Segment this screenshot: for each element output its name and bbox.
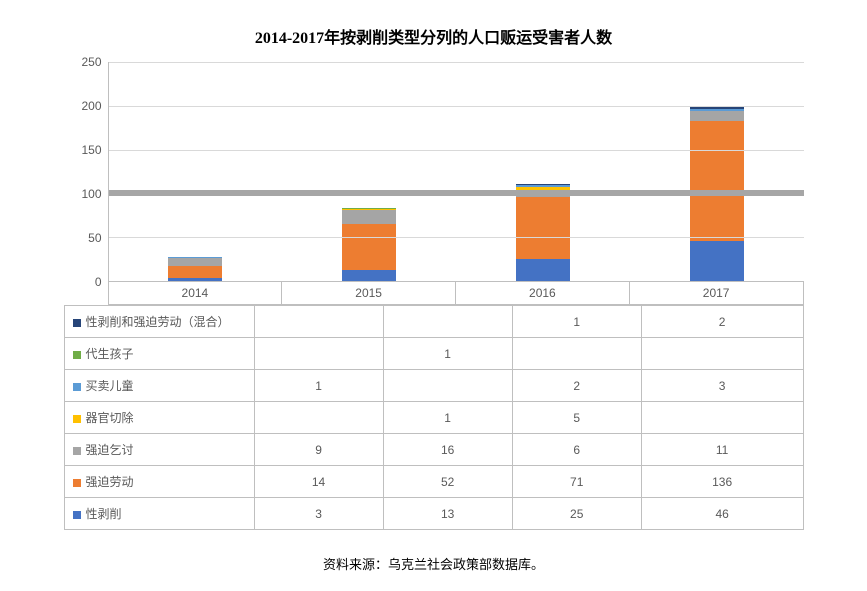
data-cell: 1 <box>254 370 383 402</box>
bar-segment <box>342 270 396 281</box>
series-label-cell: 性剥削和强迫劳动（混合） <box>64 306 254 338</box>
chart-container: 050100150200250 2014201520162017 <box>64 62 804 305</box>
data-cell: 1 <box>383 338 512 370</box>
data-cell: 2 <box>512 370 641 402</box>
data-cell: 6 <box>512 434 641 466</box>
gridline <box>109 237 804 238</box>
bar-segment <box>168 258 222 266</box>
data-cell <box>641 338 803 370</box>
bar-column <box>630 62 804 281</box>
bar-stack <box>516 184 570 281</box>
data-cell: 71 <box>512 466 641 498</box>
y-tick-label: 200 <box>81 100 101 112</box>
data-cell: 2 <box>641 306 803 338</box>
chart-title: 2014-2017年按剥削类型分列的人口贩运受害者人数 <box>28 24 839 48</box>
legend-marker <box>73 479 81 487</box>
y-axis-labels: 050100150200250 <box>64 62 108 282</box>
x-tick-label: 2017 <box>630 282 804 305</box>
data-cell <box>254 402 383 434</box>
legend-marker <box>73 383 81 391</box>
bar-segment <box>690 121 744 241</box>
table-row: 器官切除 15 <box>64 402 803 434</box>
table-row: 强迫乞讨916611 <box>64 434 803 466</box>
series-label-cell: 买卖儿童 <box>64 370 254 402</box>
table-row: 性剥削3132546 <box>64 498 803 530</box>
gridline <box>109 150 804 151</box>
x-tick-label: 2015 <box>282 282 456 305</box>
plot-area <box>108 62 804 282</box>
bar-column <box>109 62 283 281</box>
data-cell <box>512 338 641 370</box>
bar-stack <box>342 208 396 281</box>
series-label-cell: 强迫乞讨 <box>64 434 254 466</box>
data-cell <box>383 370 512 402</box>
y-tick-label: 100 <box>81 188 101 200</box>
x-axis-labels: 2014201520162017 <box>108 282 804 305</box>
gridline <box>109 106 804 107</box>
reference-line <box>109 190 804 196</box>
series-label-cell: 强迫劳动 <box>64 466 254 498</box>
data-cell: 25 <box>512 498 641 530</box>
data-cell: 1 <box>383 402 512 434</box>
bar-segment <box>168 278 222 281</box>
bar-segment <box>342 210 396 224</box>
y-tick-label: 150 <box>81 144 101 156</box>
series-label-cell: 代生孩子 <box>64 338 254 370</box>
bar-stack <box>168 257 222 281</box>
data-cell: 13 <box>383 498 512 530</box>
series-label-cell: 性剥削 <box>64 498 254 530</box>
bar-segment <box>690 111 744 121</box>
data-cell <box>383 306 512 338</box>
bar-segment <box>516 197 570 259</box>
data-cell: 3 <box>254 498 383 530</box>
data-cell: 14 <box>254 466 383 498</box>
bar-segment <box>342 224 396 270</box>
y-tick-label: 0 <box>95 276 102 288</box>
data-cell: 11 <box>641 434 803 466</box>
data-cell <box>641 402 803 434</box>
data-cell <box>254 306 383 338</box>
source-text: 资料来源：乌克兰社会政策部数据库。 <box>28 554 839 573</box>
gridline <box>109 62 804 63</box>
legend-marker <box>73 415 81 423</box>
legend-marker <box>73 511 81 519</box>
bar-column <box>282 62 456 281</box>
data-cell: 9 <box>254 434 383 466</box>
data-cell: 46 <box>641 498 803 530</box>
data-cell: 52 <box>383 466 512 498</box>
bar-segment <box>516 259 570 281</box>
data-cell: 5 <box>512 402 641 434</box>
y-tick-label: 250 <box>81 56 101 68</box>
bar-column <box>456 62 630 281</box>
table-row: 代生孩子 1 <box>64 338 803 370</box>
bar-segment <box>168 266 222 278</box>
y-tick-label: 50 <box>88 232 101 244</box>
data-cell: 136 <box>641 466 803 498</box>
series-label-cell: 器官切除 <box>64 402 254 434</box>
legend-marker <box>73 319 81 327</box>
table-row: 强迫劳动145271136 <box>64 466 803 498</box>
x-tick-label: 2016 <box>456 282 630 305</box>
table-row: 性剥削和强迫劳动（混合） 12 <box>64 306 803 338</box>
legend-marker <box>73 447 81 455</box>
legend-marker <box>73 351 81 359</box>
x-tick-label: 2014 <box>108 282 283 305</box>
data-cell: 16 <box>383 434 512 466</box>
data-cell <box>254 338 383 370</box>
table-row: 买卖儿童1 23 <box>64 370 803 402</box>
data-cell: 3 <box>641 370 803 402</box>
bar-segment <box>690 241 744 281</box>
data-cell: 1 <box>512 306 641 338</box>
data-table: 性剥削和强迫劳动（混合）12代生孩子1买卖儿童123器官切除15强迫乞讨9166… <box>64 305 804 530</box>
